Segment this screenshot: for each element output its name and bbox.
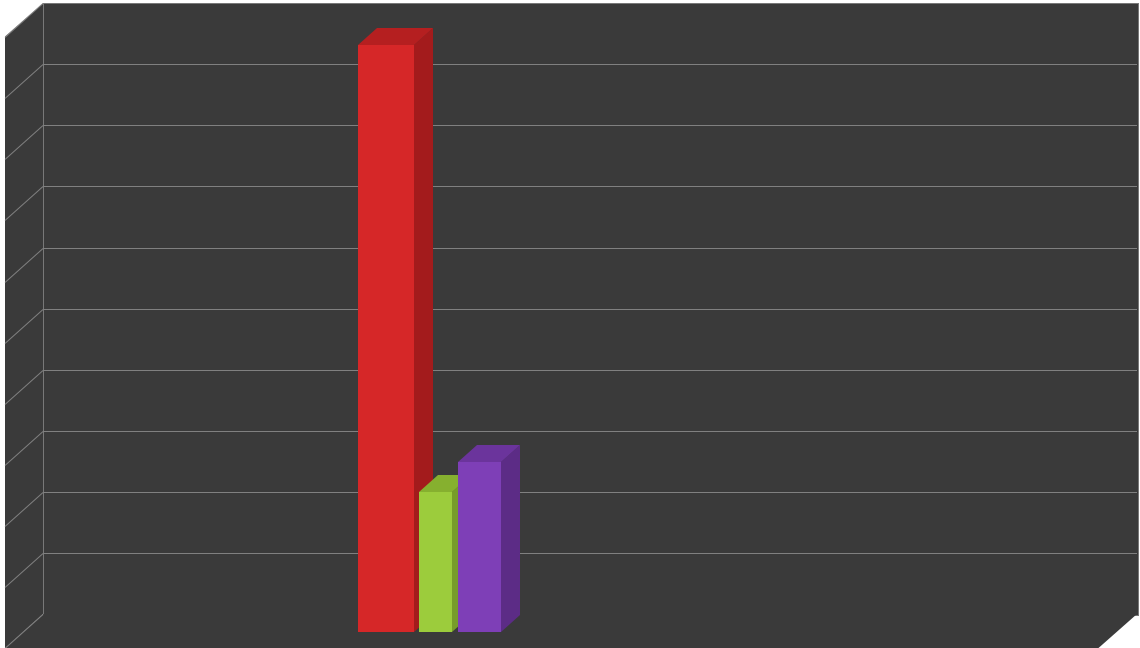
floor	[5, 614, 1137, 648]
gridline	[43, 431, 1137, 432]
bar-green-front	[419, 492, 452, 632]
bar-purple-front	[458, 462, 501, 632]
bar-chart-3d	[0, 0, 1140, 648]
gridline	[43, 309, 1137, 310]
bar-red-front	[358, 45, 414, 632]
gridline	[43, 370, 1137, 371]
gridline	[43, 64, 1137, 65]
gridline	[43, 492, 1137, 493]
gridline	[43, 186, 1137, 187]
gridline	[43, 125, 1137, 126]
bar-purple-right	[501, 445, 520, 632]
gridline	[43, 553, 1137, 554]
gridline	[43, 248, 1137, 249]
